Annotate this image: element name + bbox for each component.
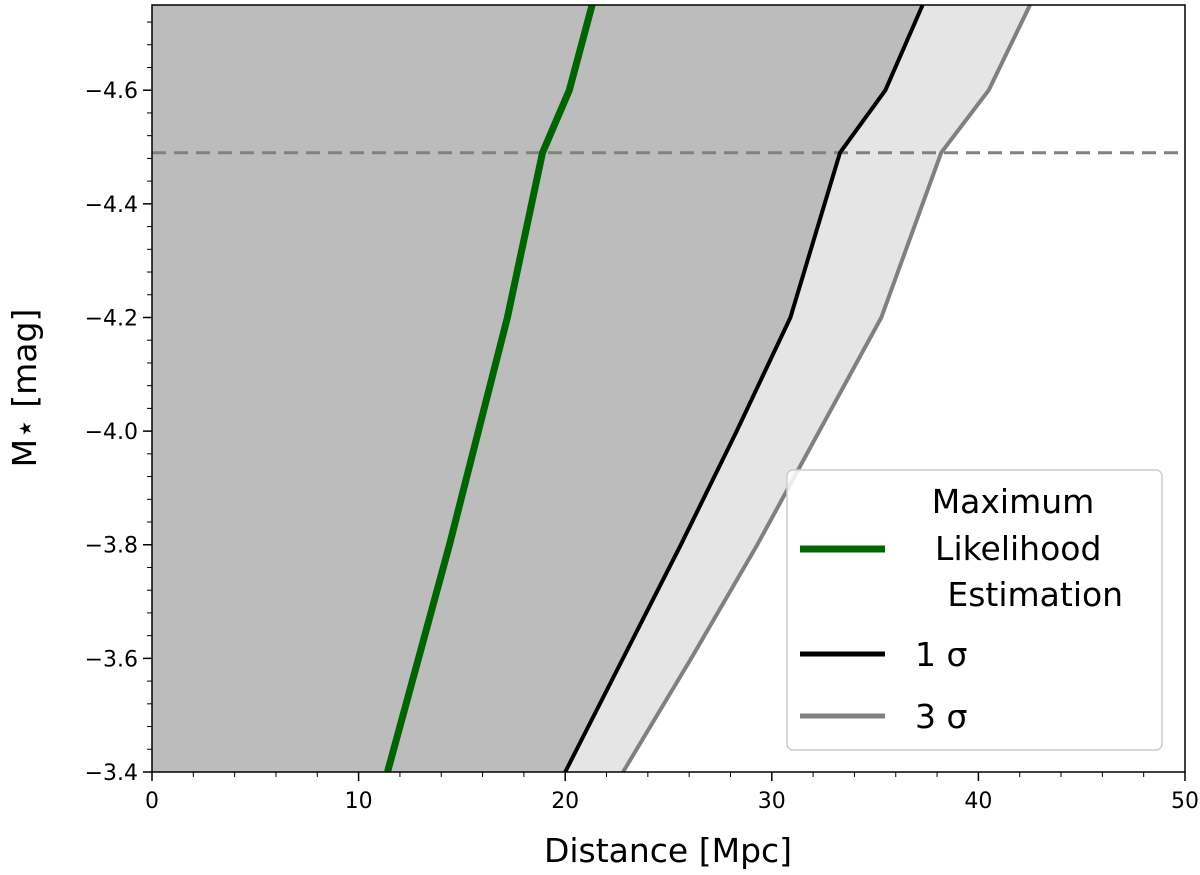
legend: Maximum Likelihood Estimation 1 σ 3 σ [786,469,1163,751]
series-line-1sigma [563,5,925,772]
legend-box [786,469,1163,751]
y-tick-label: −3.6 [85,647,138,672]
series-lines [152,5,1185,772]
plot-frame [151,4,1186,773]
series-line-3sigma [621,5,1032,772]
x-tick-label: 30 [758,789,786,814]
y-tick-label: −4.6 [85,79,138,104]
x-tick-label: 0 [145,789,159,814]
fill-1sigma-region [152,5,923,772]
series-line-mle [384,5,596,772]
y-tick-label: −4.0 [85,420,138,445]
legend-label-3sigma: 3 σ [915,697,967,736]
legend-label-1sigma: 1 σ [915,635,967,674]
y-axis-title: M⋆ [mag] [5,309,44,468]
confidence-fills [152,5,1030,772]
x-tick-label: 10 [345,789,373,814]
y-tick-label: −3.4 [85,761,138,786]
x-tick-label: 50 [1171,789,1199,814]
legend-label-mle-line-1: Maximum [932,482,1095,521]
y-tick-label: −3.8 [85,534,138,559]
y-tick-label: −4.4 [85,193,138,218]
legend-label-mle-line-3: Estimation [937,575,1123,614]
axis-ticks: 0 10 20 30 40 50 −3.4 −3.6 −3.8 −4.0 −4.2 −4.4 −4.6 [85,21,1199,814]
x-axis-title: Distance [Mpc] [544,831,792,870]
y-tick-label: −4.2 [85,306,138,331]
legend-label-mle-line-2: Likelihood [925,529,1102,568]
x-tick-label: 40 [964,789,992,814]
x-tick-label: 20 [551,789,579,814]
